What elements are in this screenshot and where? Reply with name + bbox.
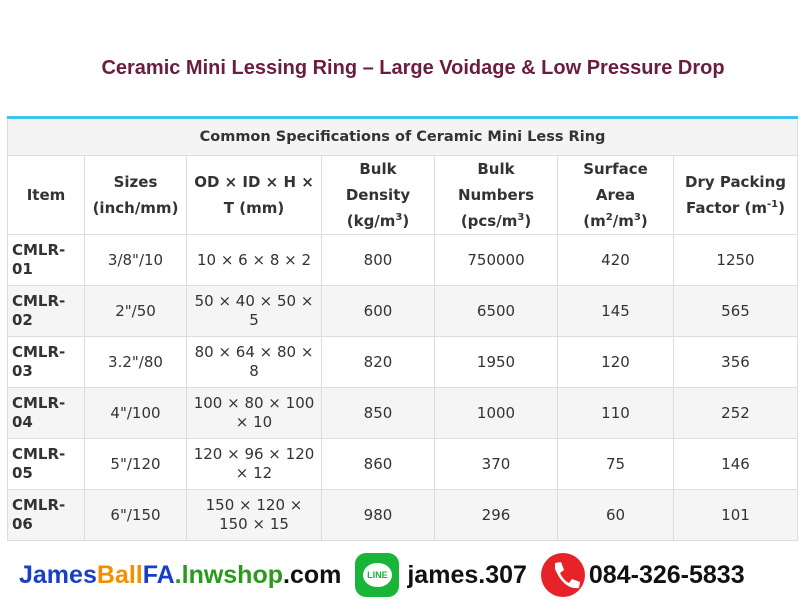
item-code: CMLR-04 [7, 387, 85, 439]
header-text: Dry Packing [685, 173, 786, 191]
header-cell: Item [7, 155, 85, 235]
table-cell: 370 [434, 438, 558, 490]
table-cell: 4"/100 [84, 387, 187, 439]
header-text: Bulk Density [345, 160, 411, 204]
website-part: Ball [96, 560, 143, 589]
header-text: ) [524, 212, 532, 230]
spec-table: Common Specifications of Ceramic Mini Le… [7, 116, 798, 541]
header-text: (pcs/m [460, 212, 518, 230]
header-text: ) [640, 212, 648, 230]
table-cell: 3.2"/80 [84, 336, 187, 388]
header-text: Item [26, 186, 66, 204]
table-cell: 860 [321, 438, 435, 490]
header-text: ) [402, 212, 410, 230]
website-part: .com [283, 560, 342, 589]
table-cell: 1000 [434, 387, 558, 439]
table-cell: 980 [321, 489, 435, 541]
table-cell: 120 [557, 336, 674, 388]
table-row: CMLR-02 2"/50 50 × 40 × 50 × 5 600 6500 145 56… [7, 285, 798, 337]
header-superscript: 2 [605, 212, 613, 223]
table-cell: 145 [557, 285, 674, 337]
website-part: James [19, 560, 97, 589]
header-superscript: 3 [517, 212, 525, 223]
item-code: CMLR-03 [7, 336, 85, 388]
table-cell: 800 [321, 234, 435, 286]
table-cell: 850 [321, 387, 435, 439]
table-cell: 356 [673, 336, 798, 388]
table-cell: 1950 [434, 336, 558, 388]
header-cell: Sizes (inch/mm) [84, 155, 187, 235]
table-cell: 3/8"/10 [84, 234, 187, 286]
table-cell: 75 [557, 438, 674, 490]
table-cell: 110 [557, 387, 674, 439]
header-cell: Bulk Density (kg/m3) [321, 155, 435, 235]
table-row: CMLR-06 6"/150 150 × 120 × 150 × 15 980 296 6… [7, 489, 798, 541]
table-cell: 6500 [434, 285, 558, 337]
header-cell: OD × ID × H × T (mm) [186, 155, 322, 235]
table-cell: 50 × 40 × 50 × 5 [186, 285, 322, 337]
table-cell: 1250 [673, 234, 798, 286]
table-cell: 750000 [434, 234, 558, 286]
header-text: Surface Area [583, 160, 648, 204]
table-cell: 150 × 120 × 150 × 15 [186, 489, 322, 541]
table-cell: 600 [321, 285, 435, 337]
line-id: james.307 [407, 560, 527, 589]
item-code: CMLR-01 [7, 234, 85, 286]
header-text: Sizes [113, 173, 158, 191]
header-superscript: -1 [767, 199, 779, 210]
table-cell: 10 × 6 × 8 × 2 [186, 234, 322, 286]
phone-number[interactable]: 084-326-5833 [588, 560, 745, 589]
caption-row: Common Specifications of Ceramic Mini Le… [7, 117, 798, 156]
table-cell: 120 × 96 × 120 × 12 [186, 438, 322, 490]
table-cell: 60 [557, 489, 674, 541]
header-text: (kg/m [346, 212, 396, 230]
header-text: OD × ID × H × [194, 173, 314, 191]
line-icon-text: LINE [363, 563, 392, 587]
table-row: CMLR-01 3/8"/10 10 × 6 × 8 × 2 800 750000 420… [7, 234, 798, 286]
table-caption: Common Specifications of Ceramic Mini Le… [7, 117, 798, 156]
table-cell: 101 [673, 489, 798, 541]
header-cell: Bulk Numbers (pcs/m3) [434, 155, 558, 235]
item-code: CMLR-02 [7, 285, 85, 337]
header-row: Item Sizes (inch/mm) OD × ID × H × T (mm) Bul… [7, 155, 798, 235]
header-text: Bulk Numbers [457, 160, 535, 204]
header-text: (inch/mm) [92, 199, 179, 217]
page-title: Ceramic Mini Lessing Ring – Large Voidag… [101, 57, 725, 79]
header-text: ) [778, 199, 785, 217]
table-cell: 2"/50 [84, 285, 187, 337]
table-cell: 146 [673, 438, 798, 490]
header-cell: Surface Area (m2/m3) [557, 155, 674, 235]
header-text: T (mm) [223, 199, 285, 217]
table-cell: 420 [557, 234, 674, 286]
website-part: .lnwshop [174, 560, 283, 589]
header-text: (m [583, 212, 606, 230]
header-text: Factor (m [686, 199, 767, 217]
table-cell: 5"/120 [84, 438, 187, 490]
header-superscript: 3 [395, 212, 403, 223]
table-row: CMLR-03 3.2"/80 80 × 64 × 80 × 8 820 1950 120… [7, 336, 798, 388]
line-icon: LINE [355, 553, 400, 597]
item-code: CMLR-05 [7, 438, 85, 490]
table-row: CMLR-04 4"/100 100 × 80 × 100 × 10 850 1000 1… [7, 387, 798, 439]
website[interactable]: JamesBallFA.lnwshop.com [19, 561, 341, 590]
table-cell: 565 [673, 285, 798, 337]
table-cell: 296 [434, 489, 558, 541]
table-cell: 100 × 80 × 100 × 10 [186, 387, 322, 439]
table-cell: 80 × 64 × 80 × 8 [186, 336, 322, 388]
table-cell: 252 [673, 387, 798, 439]
footer: JamesBallFA.lnwshop.com LINE james.307 0… [19, 550, 745, 600]
item-code: CMLR-06 [7, 489, 85, 541]
header-text: /m [612, 212, 634, 230]
header-cell: Dry Packing Factor (m-1) [673, 155, 798, 235]
header-superscript: 3 [633, 212, 641, 223]
table-cell: 6"/150 [84, 489, 187, 541]
phone-icon [540, 553, 585, 597]
table-cell: 820 [321, 336, 435, 388]
table-row: CMLR-05 5"/120 120 × 96 × 120 × 12 860 370 75… [7, 438, 798, 490]
website-part: FA [142, 560, 175, 589]
